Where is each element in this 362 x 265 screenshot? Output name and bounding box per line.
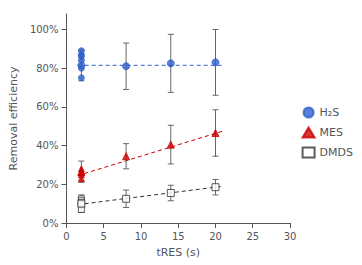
svg-text:25: 25 — [246, 231, 259, 242]
svg-text:20: 20 — [209, 231, 222, 242]
svg-text:MES: MES — [320, 126, 343, 139]
svg-text:DMDS: DMDS — [320, 146, 353, 159]
svg-text:tRES (s): tRES (s) — [156, 246, 200, 259]
svg-text:Removal efficiency: Removal efficiency — [7, 66, 20, 170]
svg-text:10: 10 — [135, 231, 148, 242]
svg-text:0%: 0% — [43, 218, 59, 229]
svg-text:0: 0 — [63, 231, 69, 242]
svg-text:40%: 40% — [36, 140, 58, 151]
svg-text:30: 30 — [284, 231, 297, 242]
svg-text:60%: 60% — [36, 101, 58, 112]
svg-text:5: 5 — [101, 231, 107, 242]
svg-text:100%: 100% — [30, 24, 59, 35]
svg-text:H₂S: H₂S — [320, 106, 340, 119]
svg-text:20%: 20% — [36, 179, 58, 190]
svg-text:15: 15 — [172, 231, 185, 242]
svg-text:80%: 80% — [36, 63, 58, 74]
